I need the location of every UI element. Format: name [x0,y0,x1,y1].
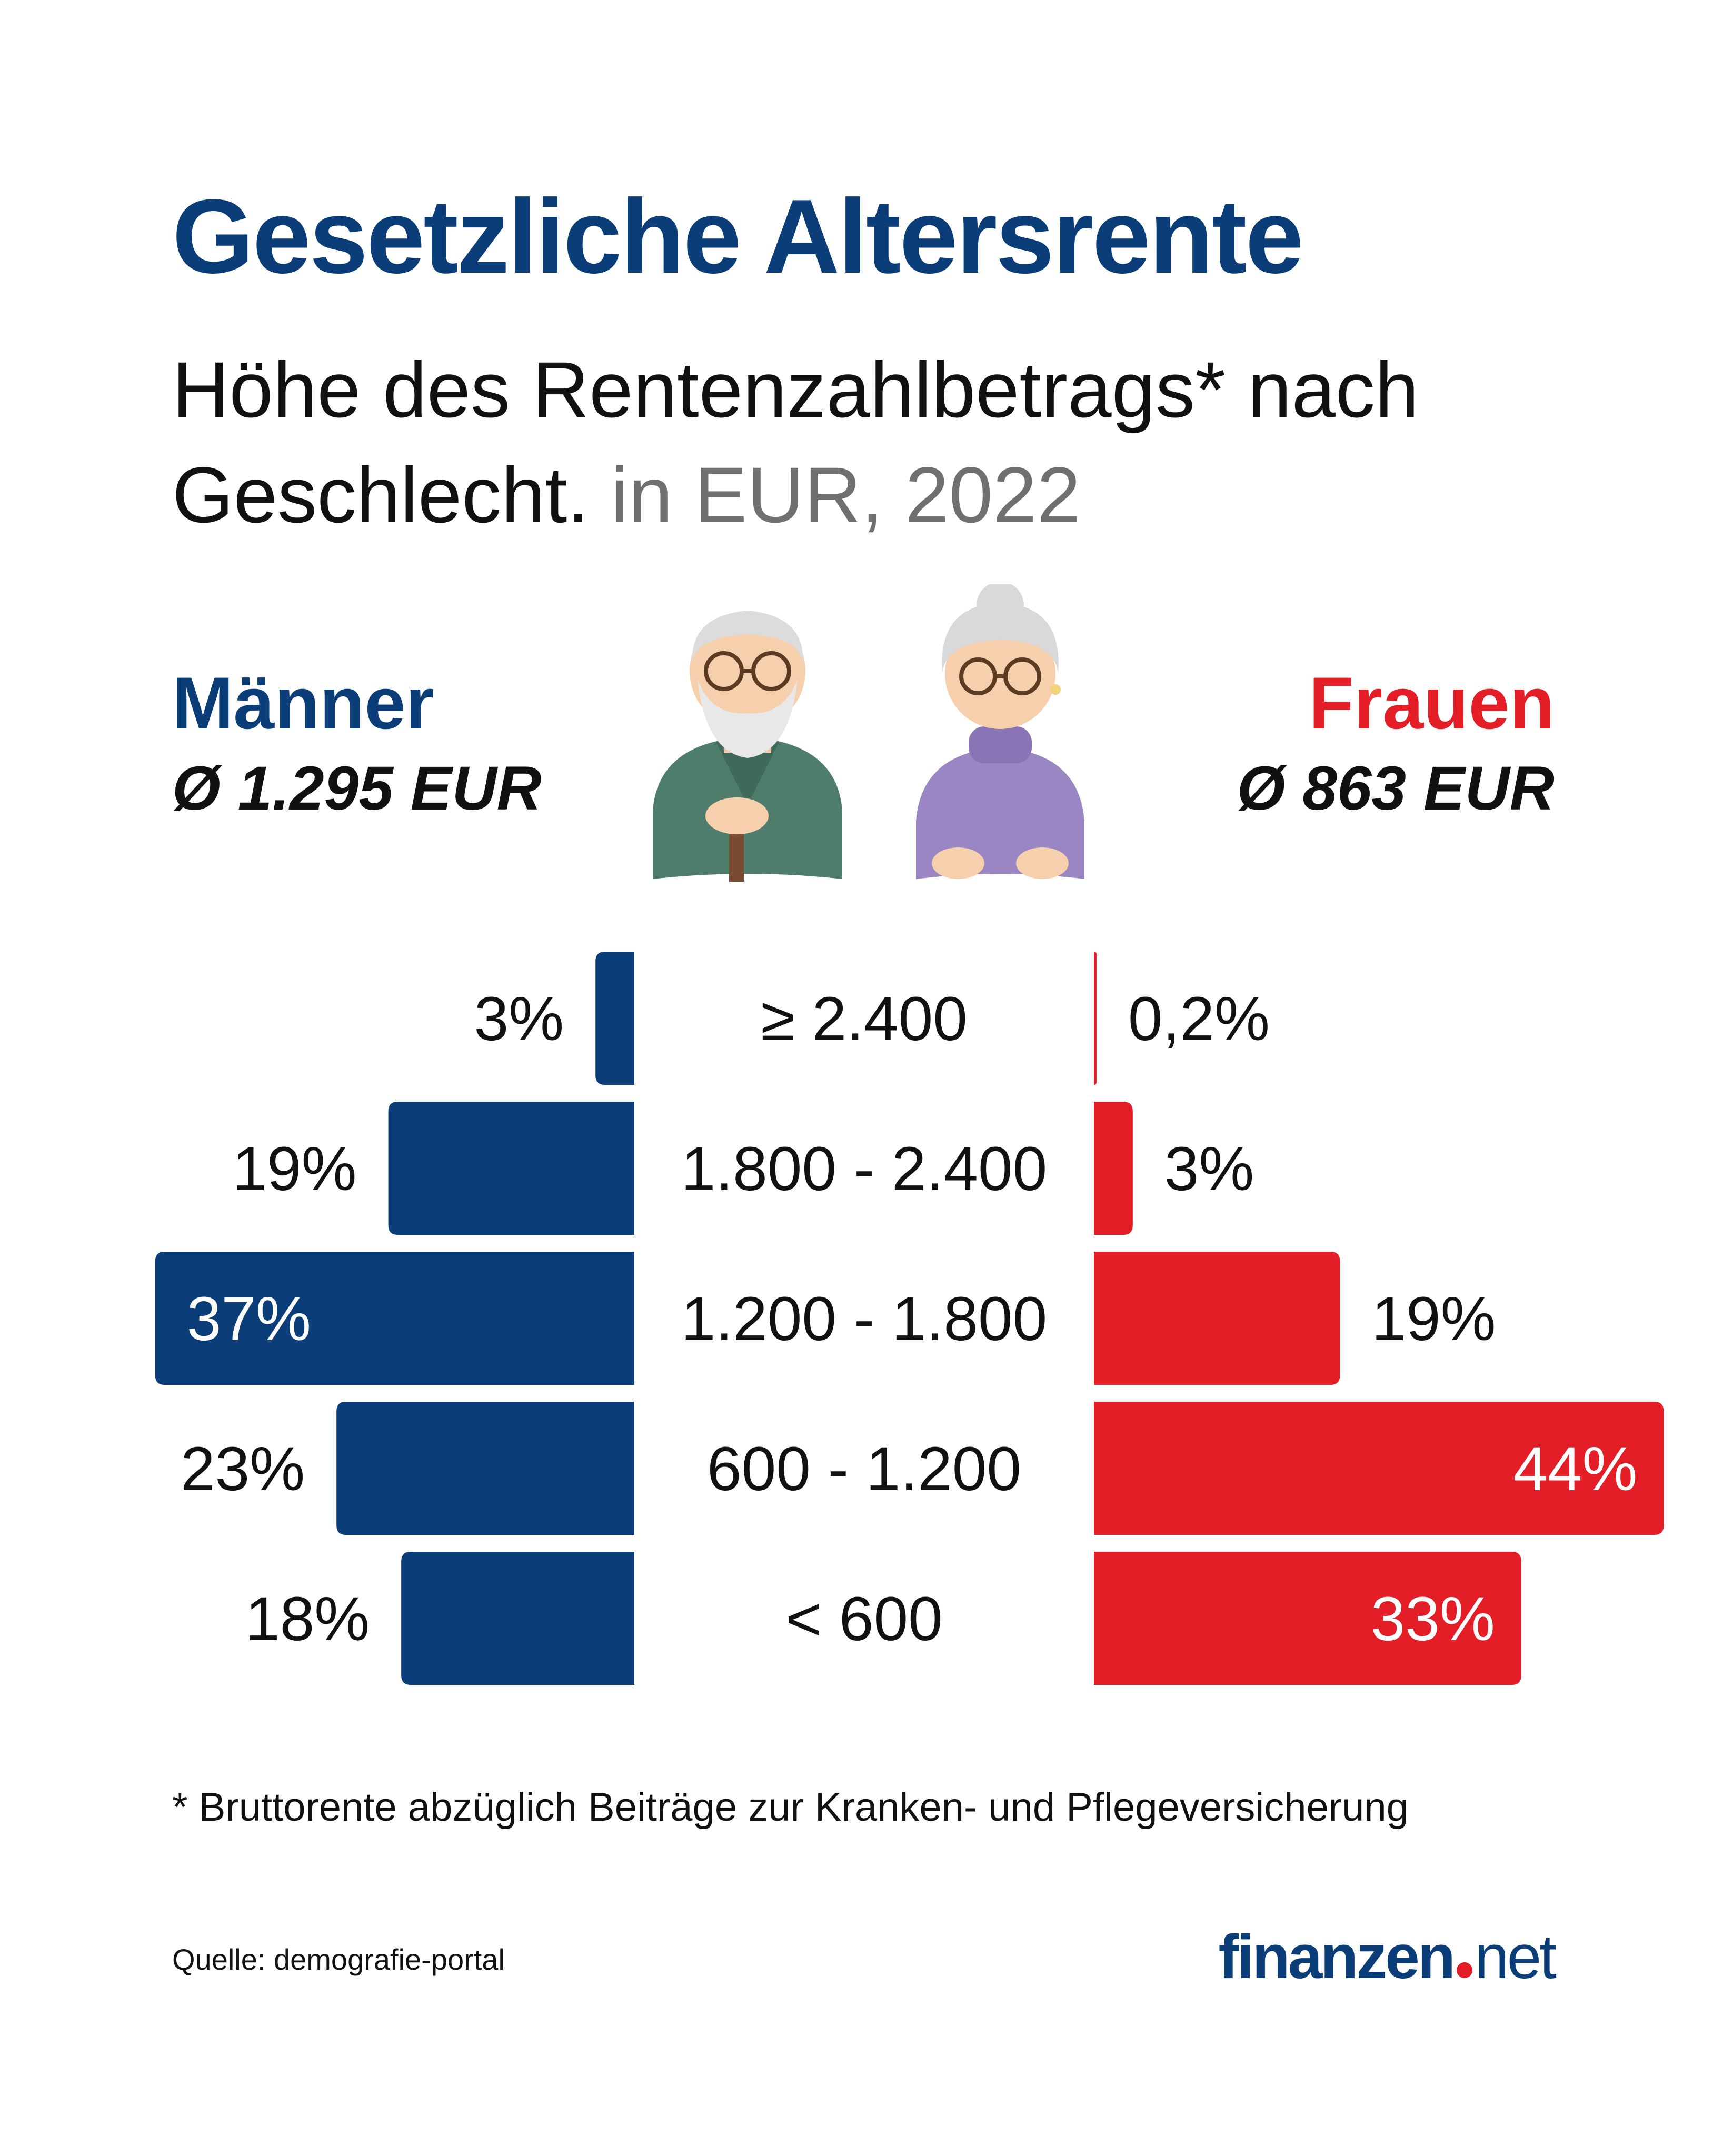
label-women-0: 0,2% [1128,984,1270,1054]
bar-women-0 [1094,952,1097,1085]
old-woman-icon [916,584,1084,879]
bar-men-2 [155,1252,634,1385]
category-label-0: ≥ 2.400 [761,984,968,1054]
page-title: Gesetzliche Altersrente [172,178,1304,295]
footnote: * Bruttorente abzüglich Beiträge zur Kra… [172,1785,1409,1830]
old-man-icon [653,611,842,882]
label-women-4: 33% [1371,1584,1495,1654]
category-label-3: 600 - 1.200 [707,1434,1021,1504]
category-label-1: 1.800 - 2.400 [681,1134,1047,1204]
bar-women-1 [1094,1102,1133,1235]
men-label: Männer [172,662,434,744]
subtitle: Höhe des Rentenzahlbetrags* nach Geschle… [172,337,1593,547]
women-label: Frauen [1309,662,1555,744]
bar-women-2 [1094,1252,1340,1385]
label-men-4: 18% [245,1584,370,1654]
bar-men-1 [388,1102,634,1235]
label-women-2: 19% [1371,1284,1496,1354]
subtitle-main: Höhe des Rentenzahlbetrags* nach Geschle… [172,345,1419,539]
label-men-0: 3% [474,984,564,1054]
category-label-4: < 600 [785,1584,943,1654]
label-men-2: 37% [187,1284,311,1354]
label-women-1: 3% [1164,1134,1254,1204]
logo-part2: net [1474,1922,1557,1992]
category-label-2: 1.200 - 1.800 [681,1284,1047,1354]
women-average: Ø 863 EUR [1237,754,1555,823]
label-men-1: 19% [232,1134,356,1204]
source: Quelle: demografie-portal [172,1943,505,1976]
subtitle-unit: in EUR, 2022 [611,451,1081,539]
bar-women-4 [1094,1552,1521,1685]
label-men-3: 23% [181,1434,305,1504]
logo-part1: finanzen [1218,1922,1456,1992]
bar-men-0 [595,952,634,1085]
finanzen-net-logo: finanzen net [1218,1921,1557,1993]
bar-men-4 [401,1552,634,1685]
bar-men-3 [336,1402,634,1535]
men-average: Ø 1.295 EUR [172,754,542,823]
seniors-illustration [653,584,1084,882]
label-women-3: 44% [1513,1434,1637,1504]
logo-dot [1456,1962,1472,1978]
bar-women-3 [1094,1402,1664,1535]
